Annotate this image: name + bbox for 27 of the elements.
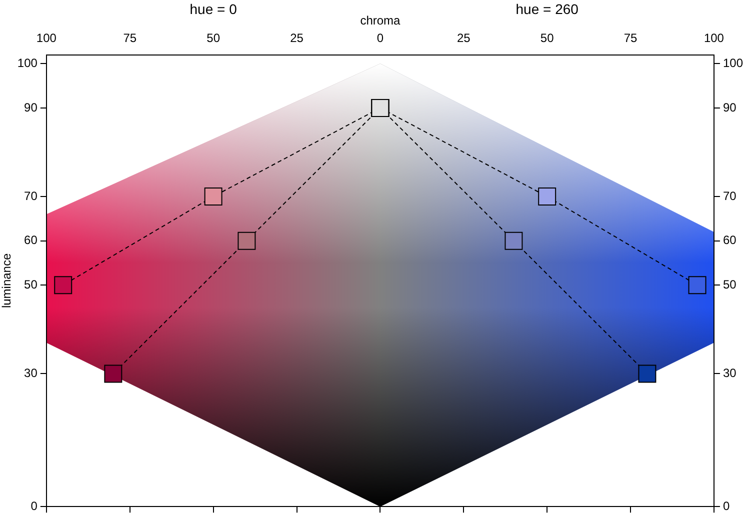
x-tick-label: 75 — [123, 30, 137, 45]
y-tick-label: 90 — [24, 100, 38, 114]
y2-tick-label: 90 — [722, 100, 737, 114]
x-tick-label: 100 — [36, 30, 57, 45]
y2-tick-label: 60 — [722, 233, 737, 248]
y-tick-label: 60 — [24, 233, 38, 248]
y-tick-label: 0 — [30, 498, 38, 513]
y2-tick-label: 30 — [722, 366, 737, 380]
x-tick-label: 75 — [624, 30, 638, 45]
x-tick-label: 25 — [456, 30, 471, 45]
y-tick-label: 30 — [24, 366, 38, 380]
x-tick-label: 50 — [540, 30, 554, 45]
y-axis-title: luminance — [0, 253, 14, 308]
y-tick-label: 100 — [17, 56, 38, 70]
y-tick-label: 70 — [24, 188, 38, 203]
x-axis-title: chroma — [360, 14, 401, 28]
text: hue = 260 — [516, 0, 579, 17]
y2-tick-label: 100 — [722, 56, 744, 70]
x-tick-label: 0 — [376, 30, 384, 45]
x-tick-label: 100 — [704, 30, 724, 45]
y-tick-label: 50 — [24, 277, 38, 292]
x-tick-label: 25 — [290, 30, 304, 45]
text: hue = 0 — [190, 0, 238, 17]
y2-tick-label: 50 — [722, 277, 737, 292]
x-tick-label: 50 — [206, 30, 220, 45]
y2-tick-label: 0 — [722, 498, 730, 513]
y2-tick-label: 70 — [722, 188, 737, 203]
